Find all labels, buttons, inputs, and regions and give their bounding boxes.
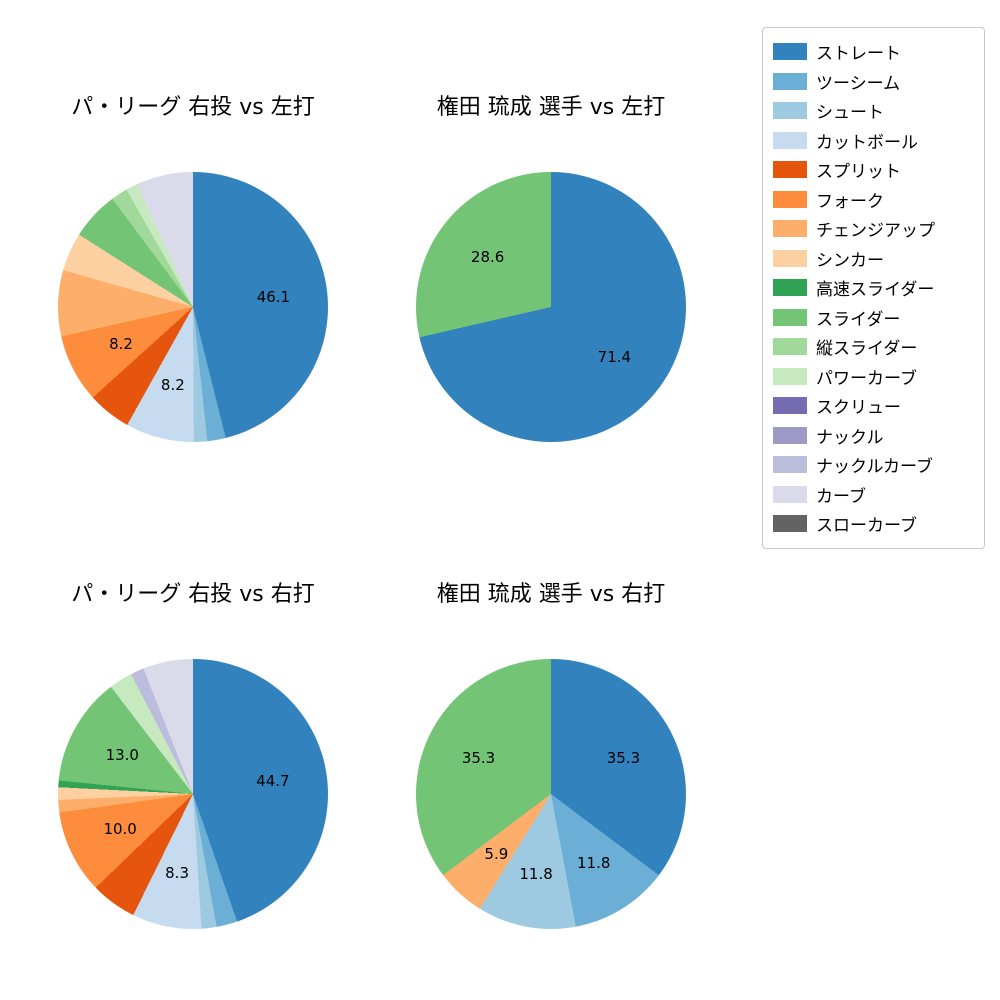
legend-label: カーブ bbox=[816, 486, 866, 507]
legend-label: ストレート bbox=[816, 44, 901, 65]
pie-slice-label: 10.0 bbox=[103, 820, 137, 839]
legend-item: スローカーブ bbox=[773, 509, 974, 539]
legend-item: カットボール bbox=[773, 126, 974, 156]
pie-chart-league-vs-left: パ・リーグ 右投 vs 左打 46.1 8.2 8.2 bbox=[33, 94, 353, 442]
legend-label: シンカー bbox=[816, 250, 884, 271]
chart-title-player-vs-left: 権田 琉成 選手 vs 左打 bbox=[436, 95, 666, 120]
pie-chart-player-vs-right: 権田 琉成 選手 vs 右打 35.3 11.8 11.8 5.9 35.3 bbox=[391, 581, 711, 929]
legend-item: シンカー bbox=[773, 244, 974, 274]
chart-title-league-vs-left: パ・リーグ 右投 vs 左打 bbox=[71, 95, 315, 120]
legend-item: チェンジアップ bbox=[773, 214, 974, 244]
legend-swatch-icon bbox=[773, 397, 807, 415]
legend-label: チェンジアップ bbox=[816, 221, 935, 242]
pie-slice-label: 11.8 bbox=[519, 864, 553, 883]
legend-swatch-icon bbox=[773, 249, 807, 267]
legend-swatch-icon bbox=[773, 426, 807, 444]
legend-label: ツーシーム bbox=[816, 73, 901, 94]
pitch-type-legend: ストレートツーシームシュートカットボール スプリットフォークチェンジアップ シンカー… bbox=[762, 27, 985, 549]
legend-swatch-icon bbox=[773, 485, 807, 503]
legend-swatch-icon bbox=[773, 279, 807, 297]
legend-item: ツーシーム bbox=[773, 67, 974, 97]
pie-slice-label: 71.4 bbox=[597, 348, 632, 367]
legend-swatch-icon bbox=[773, 43, 807, 61]
pie-slice-label: 35.3 bbox=[461, 748, 496, 767]
pie-slice-label: 44.7 bbox=[256, 771, 290, 790]
legend-item: スプリット bbox=[773, 155, 974, 185]
legend-swatch-icon bbox=[773, 367, 807, 385]
pie-slice-label: 28.6 bbox=[470, 247, 505, 266]
legend-label: スローカーブ bbox=[816, 516, 917, 537]
legend-item: スライダー bbox=[773, 303, 974, 333]
legend-label: ナックルカーブ bbox=[816, 457, 933, 478]
legend-swatch-icon bbox=[773, 308, 807, 326]
legend-item: シュート bbox=[773, 96, 974, 126]
pie-player-vs-right: 35.3 11.8 11.8 5.9 35.3 bbox=[416, 659, 686, 929]
legend-item: ストレート bbox=[773, 37, 974, 67]
legend-swatch-icon bbox=[773, 515, 807, 533]
pie-slice-label: 35.3 bbox=[606, 748, 641, 767]
legend-label: 高速スライダー bbox=[816, 280, 935, 301]
legend-item: カーブ bbox=[773, 480, 974, 510]
legend-swatch-icon bbox=[773, 161, 807, 179]
pie-slice-label: 11.8 bbox=[577, 853, 611, 872]
legend-swatch-icon bbox=[773, 220, 807, 238]
chart-title-player-vs-right: 権田 琉成 選手 vs 右打 bbox=[436, 582, 666, 607]
pie-slice-label: 8.3 bbox=[165, 864, 189, 883]
legend-item: ナックルカーブ bbox=[773, 450, 974, 480]
pie-slice-label: 5.9 bbox=[484, 844, 509, 863]
legend-item: フォーク bbox=[773, 185, 974, 215]
legend-swatch-icon bbox=[773, 456, 807, 474]
chart-title-league-vs-right: パ・リーグ 右投 vs 右打 bbox=[71, 582, 315, 607]
legend-item: パワーカーブ bbox=[773, 362, 974, 392]
pie-slice-label: 8.2 bbox=[160, 376, 185, 395]
legend-label: カットボール bbox=[816, 132, 918, 153]
legend-label: スプリット bbox=[816, 162, 901, 183]
pie-chart-player-vs-left: 権田 琉成 選手 vs 左打 71.4 28.6 bbox=[391, 94, 711, 442]
legend-item: ナックル bbox=[773, 421, 974, 451]
legend-label: スライダー bbox=[816, 309, 901, 330]
legend-swatch-icon bbox=[773, 102, 807, 120]
legend-item: スクリュー bbox=[773, 391, 974, 421]
legend-item: 縦スライダー bbox=[773, 332, 974, 362]
pie-slice-label: 46.1 bbox=[256, 288, 291, 307]
pie-league-vs-left: 46.1 8.2 8.2 bbox=[58, 172, 328, 442]
legend-label: パワーカーブ bbox=[816, 368, 917, 389]
pie-slice-label: 13.0 bbox=[105, 745, 139, 764]
pie-chart-league-vs-right: パ・リーグ 右投 vs 右打 44.7 8.3 10.0 13.0 bbox=[33, 581, 353, 929]
legend-swatch-icon bbox=[773, 72, 807, 90]
legend-swatch-icon bbox=[773, 338, 807, 356]
pie-player-vs-left: 71.4 28.6 bbox=[416, 172, 686, 442]
legend-label: ナックル bbox=[816, 427, 884, 448]
legend-swatch-icon bbox=[773, 190, 807, 208]
legend-label: 縦スライダー bbox=[816, 339, 918, 360]
legend-label: スクリュー bbox=[816, 398, 901, 419]
pie-slice-label: 8.2 bbox=[109, 335, 133, 354]
legend-label: フォーク bbox=[816, 191, 884, 212]
legend-swatch-icon bbox=[773, 131, 807, 149]
pie-league-vs-right: 44.7 8.3 10.0 13.0 bbox=[58, 659, 328, 929]
legend-label: シュート bbox=[816, 103, 884, 124]
legend-item: 高速スライダー bbox=[773, 273, 974, 303]
